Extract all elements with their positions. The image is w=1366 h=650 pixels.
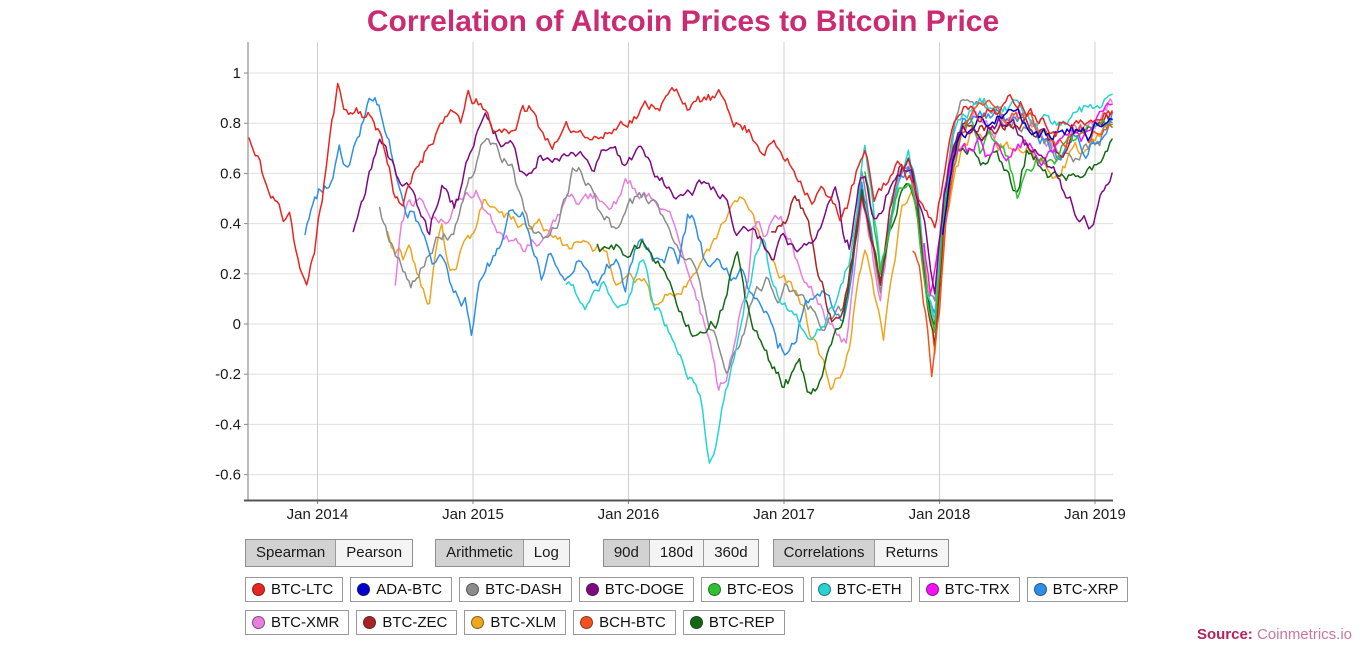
legend-label: BTC-TRX xyxy=(944,581,1010,598)
toggle-returns[interactable]: Returns xyxy=(875,540,948,566)
correlation-chart[interactable]: 1 0.8 0.6 0.4 0.2 0 -0.2 -0.4 -0.6 Jan 2014 Jan 20… xyxy=(0,0,1366,535)
legend-item-btc-eth[interactable]: BTC-ETH xyxy=(810,577,912,602)
svg-text:0: 0 xyxy=(233,316,241,333)
legend-item-btc-eos[interactable]: BTC-EOS xyxy=(700,577,804,602)
series-line-btc-xrp[interactable] xyxy=(304,96,1113,356)
svg-text:-0.4: -0.4 xyxy=(215,416,241,433)
series-line-btc-zec[interactable] xyxy=(770,111,1113,348)
button-group-mode: Correlations Returns xyxy=(772,539,949,567)
series-color-dot xyxy=(689,616,703,629)
series-line-btc-rep[interactable] xyxy=(596,138,1113,395)
legend-item-bch-btc[interactable]: BCH-BTC xyxy=(573,610,676,635)
legend-label: BTC-XRP xyxy=(1052,581,1119,598)
series-line-btc-eth[interactable] xyxy=(565,93,1113,464)
source-credit: Source: Coinmetrics.io xyxy=(1197,626,1352,643)
svg-text:Jan 2014: Jan 2014 xyxy=(287,506,349,523)
legend-item-btc-rep[interactable]: BTC-REP xyxy=(682,610,785,635)
svg-text:1: 1 xyxy=(233,65,241,82)
series-line-btc-eos[interactable] xyxy=(864,117,1113,334)
svg-text:0.4: 0.4 xyxy=(220,216,241,233)
toggle-arithmetic[interactable]: Arithmetic xyxy=(436,540,524,566)
series-line-btc-dash[interactable] xyxy=(378,98,1113,374)
series-color-dot xyxy=(357,583,371,596)
legend-label: BTC-REP xyxy=(708,614,775,631)
legend-label: BTC-ETH xyxy=(836,581,902,598)
button-group-window: 90d 180d 360d xyxy=(602,539,759,567)
svg-text:Jan 2017: Jan 2017 xyxy=(753,506,815,523)
toggle-360d[interactable]: 360d xyxy=(704,540,758,566)
source-link[interactable]: Coinmetrics.io xyxy=(1252,626,1352,643)
legend-item-btc-trx[interactable]: BTC-TRX xyxy=(918,577,1020,602)
series-color-dot xyxy=(585,583,599,596)
legend-item-ada-btc[interactable]: ADA-BTC xyxy=(350,577,453,602)
legend-label: BTC-DASH xyxy=(485,581,562,598)
toggle-correlations[interactable]: Correlations xyxy=(773,540,876,566)
source-label: Source: xyxy=(1196,626,1253,643)
legend-item-btc-ltc[interactable]: BTC-LTC xyxy=(245,577,344,602)
legend-item-btc-xmr[interactable]: BTC-XMR xyxy=(245,610,350,635)
series-line-btc-doge[interactable] xyxy=(352,112,1113,295)
toggle-90d[interactable]: 90d xyxy=(603,540,650,566)
controls-bar: Spearman Pearson Arithmetic Log 90d 180d 360d C… xyxy=(245,539,949,567)
series-color-dot xyxy=(1033,583,1047,596)
toggle-log[interactable]: Log xyxy=(523,540,569,566)
toggle-pearson[interactable]: Pearson xyxy=(336,540,413,566)
series-color-dot xyxy=(252,616,265,629)
legend-row-1: BTC-LTC ADA-BTC BTC-DASH BTC-DOGE BTC-EOS BTC… xyxy=(245,577,1135,602)
legend-item-btc-xrp[interactable]: BTC-XRP xyxy=(1026,577,1129,602)
button-group-method: Spearman Pearson xyxy=(245,539,414,567)
legend-item-btc-xlm[interactable]: BTC-XLM xyxy=(464,610,567,635)
svg-text:Jan 2019: Jan 2019 xyxy=(1064,506,1126,523)
series-line-bch-btc[interactable] xyxy=(912,99,1113,378)
toggle-spearman[interactable]: Spearman xyxy=(246,540,337,566)
series-line-btc-xmr[interactable] xyxy=(394,98,1113,392)
svg-text:0.8: 0.8 xyxy=(220,115,241,132)
series-color-dot xyxy=(580,616,594,629)
legend-label: BTC-EOS xyxy=(726,581,794,598)
svg-text:-0.2: -0.2 xyxy=(215,366,241,383)
series-color-dot xyxy=(925,583,939,596)
button-group-scale: Arithmetic Log xyxy=(435,539,570,567)
legend-label: BTC-LTC xyxy=(271,581,334,598)
series-color-dot xyxy=(363,616,377,629)
series-color-dot xyxy=(466,583,480,596)
legend-row-2: BTC-XMR BTC-ZEC BTC-XLM BCH-BTC BTC-REP xyxy=(245,610,792,635)
legend-label: ADA-BTC xyxy=(376,581,443,598)
series-line-btc-xlm[interactable] xyxy=(386,119,1113,391)
legend-label: BTC-XMR xyxy=(271,614,340,631)
svg-text:0.2: 0.2 xyxy=(220,266,241,283)
legend-label: BTC-XLM xyxy=(490,614,557,631)
svg-text:Jan 2015: Jan 2015 xyxy=(442,506,504,523)
series-line-ada-btc[interactable] xyxy=(941,107,1113,236)
legend-label: BTC-ZEC xyxy=(382,614,448,631)
toggle-180d[interactable]: 180d xyxy=(649,540,705,566)
legend-item-btc-doge[interactable]: BTC-DOGE xyxy=(578,577,694,602)
svg-text:Jan 2018: Jan 2018 xyxy=(909,506,971,523)
series-color-dot xyxy=(252,583,265,596)
svg-text:-0.6: -0.6 xyxy=(215,467,241,484)
legend-item-btc-dash[interactable]: BTC-DASH xyxy=(459,577,572,602)
series-color-dot xyxy=(707,583,721,596)
series-line-btc-ltc[interactable] xyxy=(248,82,1113,286)
svg-text:Jan 2016: Jan 2016 xyxy=(598,506,660,523)
series-color-dot xyxy=(471,616,485,629)
series-color-dot xyxy=(817,583,831,596)
svg-text:0.6: 0.6 xyxy=(220,165,241,182)
legend-item-btc-zec[interactable]: BTC-ZEC xyxy=(356,610,458,635)
legend-label: BTC-DOGE xyxy=(604,581,684,598)
page-title: Correlation of Altcoin Prices to Bitcoin… xyxy=(366,5,1000,38)
legend-label: BCH-BTC xyxy=(599,614,666,631)
